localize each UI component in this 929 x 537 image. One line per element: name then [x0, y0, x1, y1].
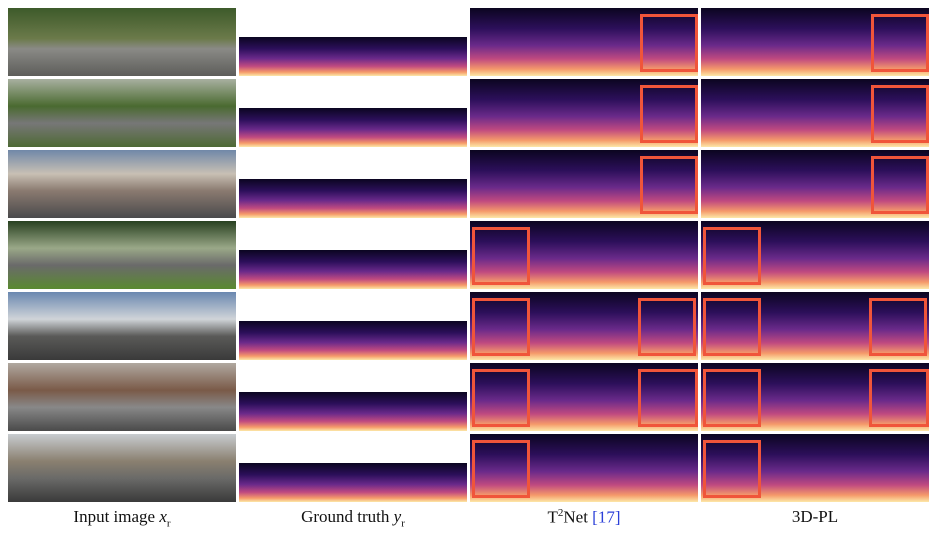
sparse-depth: [239, 463, 467, 502]
highlight-box: [638, 369, 698, 427]
depth-map: [239, 150, 467, 218]
caption-text: 3D-PL: [792, 507, 838, 526]
caption: 3D-PL: [701, 507, 929, 527]
depth-map: [239, 292, 467, 360]
highlight-box: [869, 298, 927, 356]
highlight-box: [640, 85, 698, 143]
input-image: [8, 8, 236, 76]
caption: Input image xr: [8, 507, 236, 529]
caption-text: T: [547, 508, 557, 527]
input-image: [8, 221, 236, 289]
caption-sub: r: [401, 517, 405, 529]
depth-map: [239, 79, 467, 147]
highlight-box: [640, 156, 698, 214]
highlight-box: [472, 440, 530, 498]
input-image: [8, 292, 236, 360]
sparse-depth: [239, 108, 467, 147]
input-image: [8, 434, 236, 502]
highlight-box: [472, 298, 530, 356]
highlight-box: [703, 227, 761, 285]
depth-map: [239, 221, 467, 289]
sparse-depth: [239, 392, 467, 431]
depth-map: [239, 363, 467, 431]
highlight-box: [703, 369, 761, 427]
caption-text: Net: [563, 508, 592, 527]
highlight-box: [869, 369, 929, 427]
highlight-box: [871, 156, 929, 214]
highlight-box: [703, 298, 761, 356]
highlight-box: [472, 227, 530, 285]
sparse-depth: [239, 250, 467, 289]
depth-map: [239, 434, 467, 502]
input-image: [8, 363, 236, 431]
highlight-box: [472, 369, 530, 427]
input-image: [8, 79, 236, 147]
caption-sub: r: [167, 517, 171, 529]
depth-map: [239, 8, 467, 76]
highlight-box: [638, 298, 696, 356]
sparse-depth: [239, 179, 467, 218]
caption: Ground truth yr: [239, 507, 467, 529]
highlight-box: [640, 14, 698, 72]
caption-math: x: [159, 507, 167, 526]
figure: Input image xr Ground truth yr T2Net [17…: [0, 0, 929, 537]
sparse-depth: [239, 37, 467, 76]
caption: T2Net [17]: [470, 507, 698, 528]
highlight-box: [871, 14, 929, 72]
citation[interactable]: [17]: [592, 508, 620, 527]
input-image: [8, 150, 236, 218]
highlight-box: [871, 85, 929, 143]
caption-text: Ground truth: [301, 507, 394, 526]
highlight-box: [703, 440, 761, 498]
caption-text: Input image: [73, 507, 159, 526]
sparse-depth: [239, 321, 467, 360]
